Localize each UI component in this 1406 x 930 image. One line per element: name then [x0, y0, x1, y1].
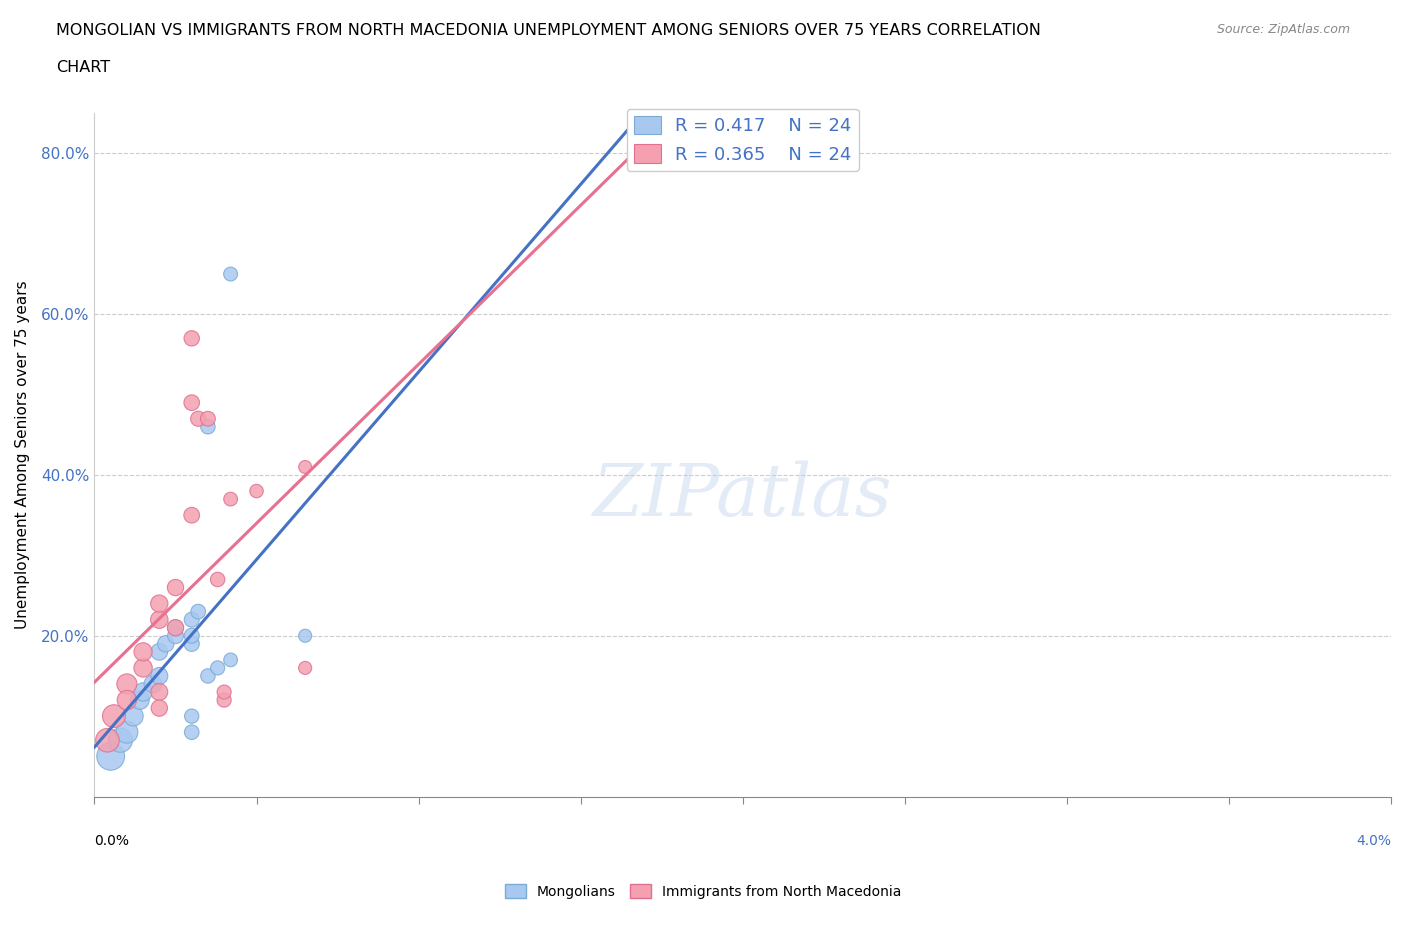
- Point: [180, 612, 202, 627]
- Point: [155, 636, 177, 651]
- Point: [294, 459, 316, 474]
- Point: [180, 395, 202, 410]
- Point: [180, 331, 202, 346]
- Point: [197, 419, 219, 434]
- Point: [165, 620, 187, 635]
- Point: [180, 508, 202, 523]
- Point: [180, 636, 202, 651]
- Point: [148, 700, 170, 715]
- Point: [187, 411, 209, 426]
- Point: [219, 653, 242, 668]
- Point: [110, 733, 132, 748]
- Text: CHART: CHART: [56, 60, 110, 75]
- Point: [132, 644, 155, 659]
- Point: [197, 669, 219, 684]
- Point: [103, 709, 125, 724]
- Point: [207, 572, 229, 587]
- Point: [148, 596, 170, 611]
- Y-axis label: Unemployment Among Seniors over 75 years: Unemployment Among Seniors over 75 years: [15, 281, 30, 630]
- Legend: R = 0.417    N = 24, R = 0.365    N = 24: R = 0.417 N = 24, R = 0.365 N = 24: [627, 109, 859, 171]
- Point: [165, 580, 187, 595]
- Point: [96, 733, 118, 748]
- Point: [212, 684, 235, 699]
- Point: [187, 604, 209, 619]
- Point: [245, 484, 267, 498]
- Point: [115, 693, 138, 708]
- Point: [148, 612, 170, 627]
- Legend: Mongolians, Immigrants from North Macedonia: Mongolians, Immigrants from North Macedo…: [499, 879, 907, 905]
- Point: [132, 660, 155, 675]
- Point: [165, 620, 187, 635]
- Text: ZIPatlas: ZIPatlas: [593, 460, 893, 531]
- Point: [180, 629, 202, 644]
- Point: [132, 684, 155, 699]
- Point: [100, 749, 122, 764]
- Point: [197, 411, 219, 426]
- Point: [115, 676, 138, 691]
- Point: [148, 669, 170, 684]
- Point: [148, 644, 170, 659]
- Point: [180, 709, 202, 724]
- Point: [294, 660, 316, 675]
- Text: Source: ZipAtlas.com: Source: ZipAtlas.com: [1216, 23, 1350, 36]
- Point: [219, 267, 242, 282]
- Text: 0.0%: 0.0%: [94, 834, 129, 848]
- Text: MONGOLIAN VS IMMIGRANTS FROM NORTH MACEDONIA UNEMPLOYMENT AMONG SENIORS OVER 75 : MONGOLIAN VS IMMIGRANTS FROM NORTH MACED…: [56, 23, 1040, 38]
- Point: [219, 492, 242, 507]
- Point: [294, 629, 316, 644]
- Text: 4.0%: 4.0%: [1355, 834, 1391, 848]
- Point: [212, 693, 235, 708]
- Point: [115, 724, 138, 739]
- Point: [128, 693, 150, 708]
- Point: [180, 724, 202, 739]
- Point: [165, 629, 187, 644]
- Point: [142, 676, 165, 691]
- Point: [122, 709, 145, 724]
- Point: [207, 660, 229, 675]
- Point: [148, 684, 170, 699]
